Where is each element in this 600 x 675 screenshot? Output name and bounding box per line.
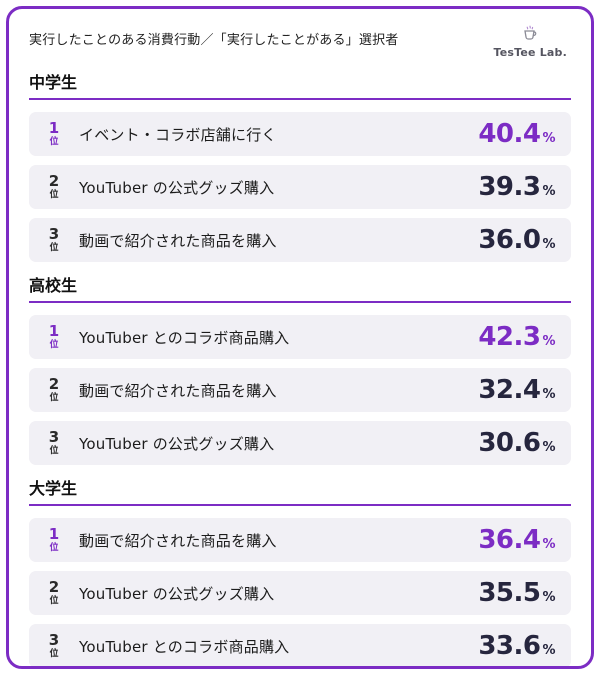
- rank-suffix: 位: [49, 446, 59, 456]
- row-label: YouTuber の公式グッズ購入: [79, 584, 275, 603]
- row-value: 40.4 %: [478, 119, 555, 149]
- rank-number: 1: [48, 322, 60, 340]
- rank-row: 3 位 YouTuber とのコラボ商品購入 33.6 %: [29, 624, 571, 666]
- percent-sign: %: [542, 440, 555, 455]
- row-value: 36.4 %: [478, 525, 555, 555]
- value-number: 36.0: [478, 225, 541, 255]
- rank-row: 1 位 動画で紹介された商品を購入 36.4 %: [29, 518, 571, 562]
- rank-suffix: 位: [49, 137, 59, 147]
- rank-badge: 2 位: [41, 174, 67, 200]
- rank-number: 3: [48, 428, 60, 446]
- row-label: 動画で紹介された商品を購入: [79, 381, 277, 400]
- rank-suffix: 位: [49, 596, 59, 606]
- section-heading: 高校生: [29, 272, 571, 303]
- row-label: イベント・コラボ店舗に行く: [79, 125, 277, 144]
- rank-number: 3: [48, 225, 60, 243]
- rank-badge: 3 位: [41, 227, 67, 253]
- section-heading: 中学生: [29, 69, 571, 100]
- rank-number: 2: [48, 578, 60, 596]
- purple-border-panel: 実行したことのある消費行動／「実行したことがある」選択者 TesTee Lab.…: [6, 6, 594, 669]
- rank-row: 1 位 イベント・コラボ店舗に行く 40.4 %: [29, 112, 571, 156]
- rank-suffix: 位: [49, 340, 59, 350]
- rank-badge: 2 位: [41, 377, 67, 403]
- rank-badge: 1 位: [41, 324, 67, 350]
- rank-badge: 1 位: [41, 121, 67, 147]
- percent-sign: %: [542, 643, 555, 658]
- row-value: 39.3 %: [478, 172, 555, 202]
- percent-sign: %: [542, 184, 555, 199]
- rank-row: 2 位 YouTuber の公式グッズ購入 39.3 %: [29, 165, 571, 209]
- logo-text: TesTee Lab.: [493, 46, 567, 59]
- rank-number: 1: [48, 525, 60, 543]
- rank-row: 1 位 YouTuber とのコラボ商品購入 42.3 %: [29, 315, 571, 359]
- row-value: 42.3 %: [478, 322, 555, 352]
- rank-number: 3: [48, 631, 60, 649]
- row-label: 動画で紹介された商品を購入: [79, 231, 277, 250]
- percent-sign: %: [542, 237, 555, 252]
- percent-sign: %: [542, 590, 555, 605]
- rank-row: 3 位 YouTuber の公式グッズ購入 30.6 %: [29, 421, 571, 465]
- row-value: 36.0 %: [478, 225, 555, 255]
- percent-sign: %: [542, 334, 555, 349]
- value-number: 39.3: [478, 172, 541, 202]
- rank-number: 2: [48, 375, 60, 393]
- rank-badge: 1 位: [41, 527, 67, 553]
- rank-row: 2 位 YouTuber の公式グッズ購入 35.5 %: [29, 571, 571, 615]
- section-university: 大学生 1 位 動画で紹介された商品を購入 36.4 % 2 位 YouTube…: [29, 475, 571, 666]
- section-heading: 大学生: [29, 475, 571, 506]
- row-label: YouTuber とのコラボ商品購入: [79, 328, 290, 347]
- row-value: 35.5 %: [478, 578, 555, 608]
- rank-suffix: 位: [49, 243, 59, 253]
- rank-row: 3 位 動画で紹介された商品を購入 36.0 %: [29, 218, 571, 262]
- page-title: 実行したことのある消費行動／「実行したことがある」選択者: [29, 33, 399, 48]
- section-high-school: 高校生 1 位 YouTuber とのコラボ商品購入 42.3 % 2 位 動画…: [29, 272, 571, 465]
- section-middle-school: 中学生 1 位 イベント・コラボ店舗に行く 40.4 % 2 位 YouTube…: [29, 69, 571, 262]
- row-label: YouTuber の公式グッズ購入: [79, 178, 275, 197]
- value-number: 40.4: [478, 119, 541, 149]
- rank-number: 1: [48, 119, 60, 137]
- row-value: 30.6 %: [478, 428, 555, 458]
- row-value: 33.6 %: [478, 631, 555, 661]
- rank-badge: 2 位: [41, 580, 67, 606]
- value-number: 36.4: [478, 525, 541, 555]
- rank-row: 2 位 動画で紹介された商品を購入 32.4 %: [29, 368, 571, 412]
- row-label: 動画で紹介された商品を購入: [79, 531, 277, 550]
- rank-suffix: 位: [49, 190, 59, 200]
- rank-suffix: 位: [49, 543, 59, 553]
- percent-sign: %: [542, 537, 555, 552]
- row-label: YouTuber とのコラボ商品購入: [79, 637, 290, 656]
- value-number: 30.6: [478, 428, 541, 458]
- teacup-icon: [521, 25, 539, 45]
- value-number: 35.5: [478, 578, 541, 608]
- rank-suffix: 位: [49, 649, 59, 659]
- testee-lab-logo: TesTee Lab.: [493, 25, 567, 59]
- rank-badge: 3 位: [41, 430, 67, 456]
- rank-badge: 3 位: [41, 633, 67, 659]
- percent-sign: %: [542, 131, 555, 146]
- percent-sign: %: [542, 387, 555, 402]
- value-number: 33.6: [478, 631, 541, 661]
- rank-suffix: 位: [49, 393, 59, 403]
- value-number: 42.3: [478, 322, 541, 352]
- row-value: 32.4 %: [478, 375, 555, 405]
- row-label: YouTuber の公式グッズ購入: [79, 434, 275, 453]
- rank-number: 2: [48, 172, 60, 190]
- value-number: 32.4: [478, 375, 541, 405]
- header: 実行したことのある消費行動／「実行したことがある」選択者 TesTee Lab.: [29, 25, 571, 59]
